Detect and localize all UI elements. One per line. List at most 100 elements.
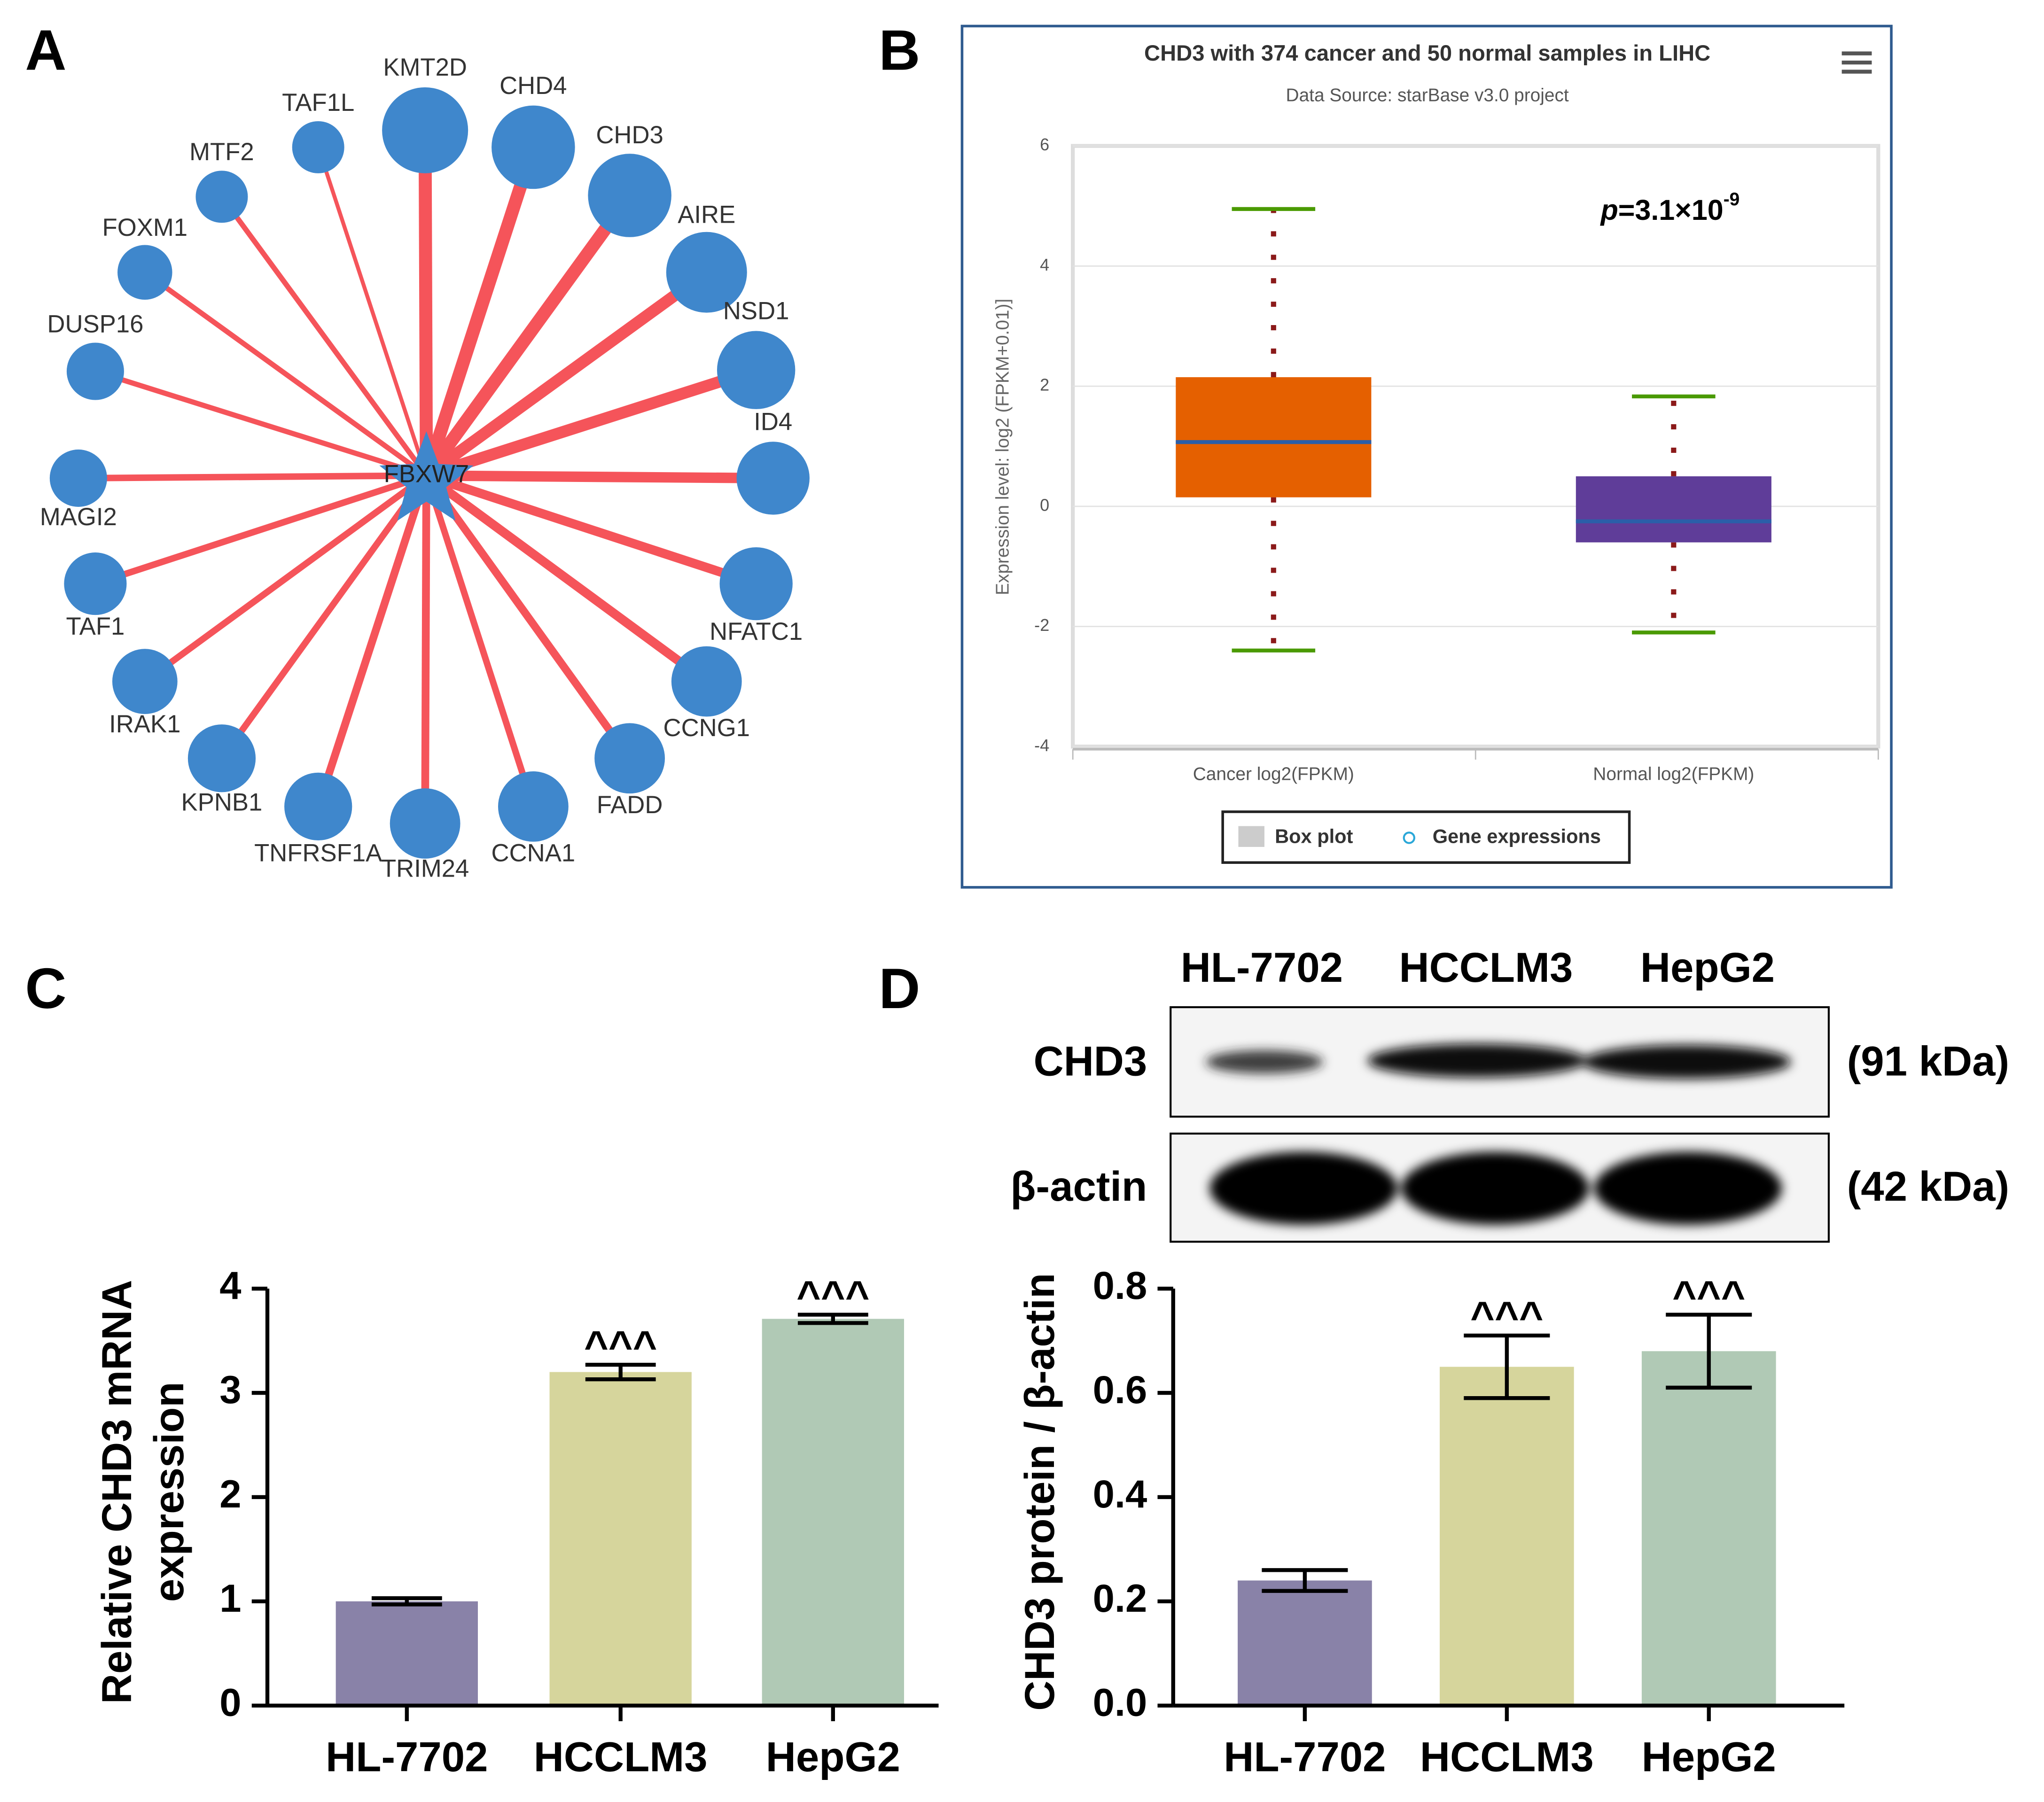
- edge: [94, 472, 428, 587]
- edge: [418, 130, 433, 476]
- annotation-part: -9: [1724, 189, 1740, 210]
- node: [498, 771, 569, 842]
- y-tick-label: 0: [1040, 495, 1049, 514]
- x-tick-label: HCCLM3: [534, 1734, 708, 1780]
- node: [64, 552, 127, 615]
- x-tick-label: HepG2: [1642, 1734, 1776, 1780]
- annotation-part: p: [1600, 194, 1618, 226]
- legend-swatch: [1403, 831, 1415, 844]
- edge: [219, 195, 429, 477]
- node-label: NFATC1: [710, 618, 803, 645]
- edge: [421, 475, 430, 823]
- annotation: p=3.1×10-9: [1600, 189, 1740, 226]
- lane-label: HCCLM3: [1399, 944, 1573, 991]
- y-tick-label: 4: [1040, 255, 1049, 274]
- y-tick-label: -2: [1034, 615, 1049, 635]
- edge: [423, 474, 537, 808]
- node: [187, 724, 256, 792]
- chart-title: CHD3 with 374 cancer and 50 normal sampl…: [1144, 40, 1710, 65]
- edge: [143, 270, 428, 478]
- node: [719, 547, 793, 621]
- significance: ^^^: [584, 1322, 657, 1369]
- y-tick-label: 0.6: [1093, 1368, 1147, 1412]
- lane-label: HepG2: [1640, 944, 1775, 991]
- x-tick-label: HepG2: [766, 1734, 900, 1780]
- significance: ^^^: [1470, 1293, 1544, 1340]
- y-tick-label: 1: [219, 1577, 241, 1620]
- node-label: CHD4: [499, 72, 567, 100]
- y-tick-label: 0: [219, 1681, 241, 1724]
- edge: [78, 472, 427, 482]
- bar: [762, 1319, 904, 1706]
- node-label: TAF1: [66, 613, 125, 640]
- edge: [423, 473, 633, 761]
- node-label: IRAK1: [109, 710, 180, 738]
- y-tick-label: 0.4: [1093, 1472, 1147, 1516]
- y-tick-label: 0.8: [1093, 1264, 1147, 1307]
- panel-label: A: [25, 18, 66, 82]
- node-label: TNFRSF1A: [254, 839, 382, 867]
- y-axis-label: Relative CHD3 mRNA: [94, 1280, 140, 1704]
- x-tick-label: HL-7702: [326, 1734, 488, 1780]
- bar: [335, 1601, 478, 1706]
- node: [66, 342, 124, 400]
- edge: [423, 472, 710, 685]
- node-label: AIRE: [678, 201, 735, 228]
- box: [1176, 377, 1372, 497]
- node-label: DUSP16: [47, 310, 143, 338]
- center-label: FBXW7: [384, 460, 469, 488]
- legend-swatch: [1238, 826, 1264, 847]
- y-axis-label: Expression level: log2 (FPKM+0.01)]: [992, 299, 1013, 595]
- menu-icon[interactable]: [1841, 51, 1872, 74]
- node: [491, 105, 575, 189]
- y-tick-label: 0.0: [1093, 1681, 1147, 1724]
- y-axis-label: expression: [146, 1382, 192, 1602]
- node-label: FOXM1: [102, 214, 187, 241]
- y-tick-label: -4: [1034, 736, 1049, 755]
- annotation-part: =3.1×10: [1618, 194, 1724, 226]
- edge: [425, 471, 758, 588]
- chart-subtitle: Data Source: starBase v3.0 project: [1286, 85, 1569, 106]
- node: [390, 788, 460, 859]
- lane-label: HL-7702: [1181, 944, 1343, 991]
- node: [292, 121, 344, 173]
- node-label: CHD3: [596, 121, 663, 149]
- legend-label: Box plot: [1275, 825, 1353, 847]
- edge: [316, 147, 429, 476]
- x-tick-label: HCCLM3: [1420, 1734, 1594, 1780]
- node-label: NSD1: [723, 297, 789, 325]
- node: [594, 723, 665, 794]
- node: [717, 331, 796, 409]
- x-tick-label: Normal log2(FPKM): [1593, 764, 1754, 784]
- edge: [421, 191, 635, 480]
- node-label: CCNG1: [663, 714, 750, 742]
- y-tick-label: 2: [219, 1472, 241, 1516]
- node: [49, 449, 107, 507]
- node-label: KPNB1: [181, 788, 263, 816]
- panel-label: D: [879, 956, 920, 1020]
- node-label: KMT2D: [383, 54, 467, 81]
- panel-label: B: [879, 18, 920, 82]
- node: [736, 442, 810, 515]
- node: [112, 649, 178, 714]
- node-label: MTF2: [189, 138, 254, 166]
- y-tick-label: 4: [219, 1264, 241, 1307]
- node-label: ID4: [754, 408, 792, 435]
- node-label: CCNA1: [491, 839, 576, 867]
- edge: [94, 369, 428, 478]
- significance: ^^^: [796, 1273, 870, 1319]
- edge: [143, 473, 429, 684]
- bar: [1641, 1351, 1776, 1706]
- x-tick-label: Cancer log2(FPKM): [1193, 764, 1354, 784]
- panel-b-frame: [960, 24, 1893, 889]
- edge: [420, 145, 540, 478]
- panel-label: C: [25, 956, 66, 1020]
- edge: [423, 267, 710, 481]
- center-node: [379, 431, 474, 521]
- y-axis-label: CHD3 protein / β-actin: [1016, 1273, 1063, 1711]
- node: [671, 646, 742, 717]
- protein-label: β-actin: [1010, 1163, 1147, 1210]
- blot-bands: [1206, 1043, 1791, 1225]
- y-tick-label: 0.2: [1093, 1577, 1147, 1620]
